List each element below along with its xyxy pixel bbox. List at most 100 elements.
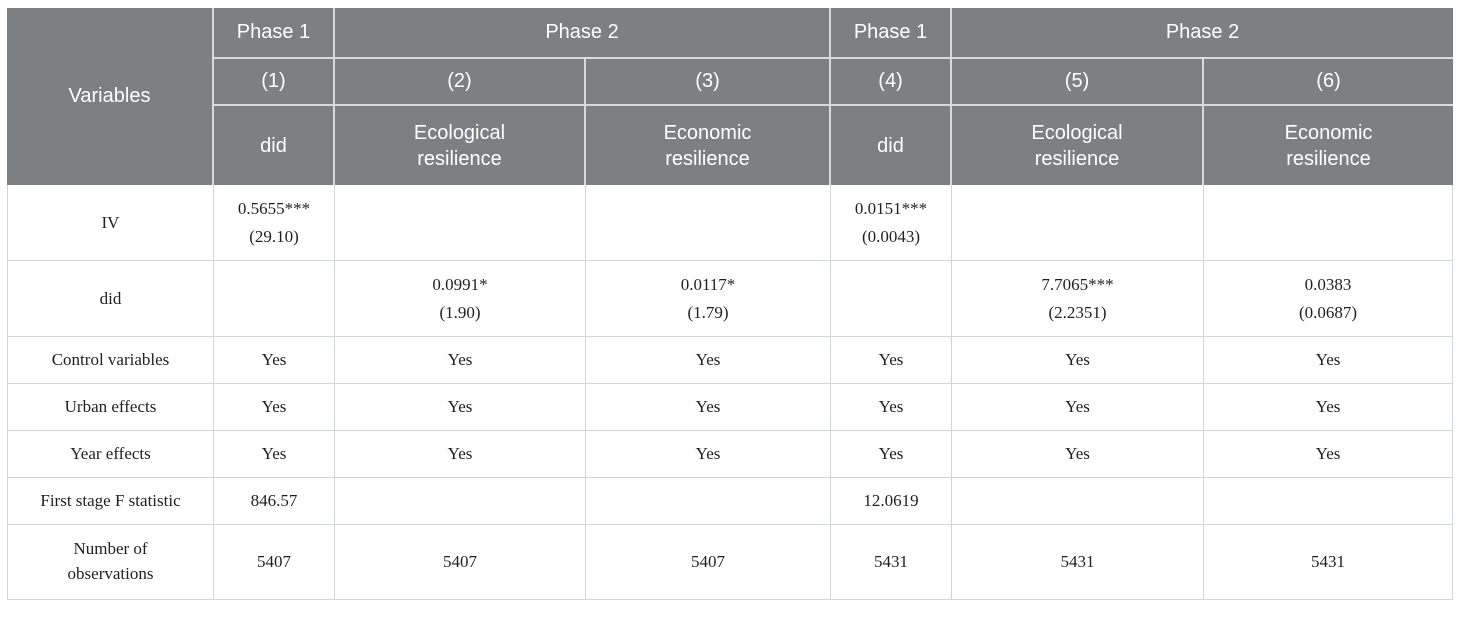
cell-value: 0.0151*** bbox=[854, 198, 928, 218]
cell-value: 0.0383 bbox=[1304, 274, 1352, 294]
table-cell: Yes bbox=[214, 431, 335, 478]
header-model-row: (1) (2) (3) (4) (5) (6) bbox=[7, 59, 1454, 106]
table-cell: Yes bbox=[952, 337, 1205, 384]
row-label: Year effects bbox=[7, 431, 214, 478]
table-cell bbox=[214, 261, 335, 337]
header-cell-depvar-4: did bbox=[831, 106, 953, 185]
cell-value: 12.0619 bbox=[863, 491, 919, 511]
table-cell: 5431 bbox=[1204, 525, 1454, 600]
table-cell: Yes bbox=[586, 384, 832, 431]
cell-value: 846.57 bbox=[250, 491, 298, 511]
table-cell: Yes bbox=[335, 431, 586, 478]
table-cell: Yes bbox=[952, 431, 1205, 478]
header-cell-phase1-right: Phase 1 bbox=[831, 8, 953, 59]
table-row-year-effects: Year effects Yes Yes Yes Yes Yes Yes bbox=[7, 431, 1454, 478]
table-cell: 0.0117* (1.79) bbox=[586, 261, 832, 337]
header-cell-model-6: (6) bbox=[1204, 59, 1454, 106]
table-cell: 12.0619 bbox=[831, 478, 953, 525]
table-cell bbox=[335, 478, 586, 525]
cell-value: Yes bbox=[695, 444, 721, 464]
table-body: IV 0.5655*** (29.10) 0.0151*** (0.0043) di… bbox=[7, 185, 1454, 600]
table-cell: 0.0991* (1.90) bbox=[335, 261, 586, 337]
depvar-label: Ecological resilience bbox=[413, 121, 506, 170]
table-cell: Yes bbox=[1204, 431, 1454, 478]
table-row-did: did 0.0991* (1.90) 0.0117* (1.79) 7.7065**… bbox=[7, 261, 1454, 337]
cell-value: Yes bbox=[447, 350, 473, 370]
header-cell-depvar-1: did bbox=[214, 106, 335, 185]
cell-value: Yes bbox=[261, 397, 287, 417]
depvar-label: Ecological resilience bbox=[1031, 121, 1123, 170]
header-cell-model-1: (1) bbox=[214, 59, 335, 106]
cell-se: (0.0043) bbox=[861, 226, 921, 246]
cell-value: Yes bbox=[1065, 397, 1090, 417]
cell-value: Yes bbox=[878, 397, 904, 417]
table-cell: Yes bbox=[1204, 384, 1454, 431]
table-row-first-stage-f: First stage F statistic 846.57 12.0619 bbox=[7, 478, 1454, 525]
table-row-observations: Number of observations 5407 5407 5407 54… bbox=[7, 525, 1454, 600]
cell-se: (2.2351) bbox=[1048, 302, 1107, 322]
table-cell bbox=[586, 185, 832, 261]
table-cell: Yes bbox=[831, 384, 953, 431]
cell-value: 5431 bbox=[1311, 552, 1346, 572]
table-cell bbox=[952, 478, 1205, 525]
regression-results-table: Variables Phase 1 Phase 2 Phase 1 Phase … bbox=[7, 8, 1454, 600]
cell-value: 5407 bbox=[691, 552, 725, 572]
table-cell: 5431 bbox=[831, 525, 953, 600]
cell-se: (29.10) bbox=[249, 226, 299, 246]
table-cell bbox=[831, 261, 953, 337]
cell-value: Yes bbox=[261, 444, 287, 464]
cell-se: (0.0687) bbox=[1298, 302, 1358, 322]
table-row-control-variables: Control variables Yes Yes Yes Yes Yes Ye… bbox=[7, 337, 1454, 384]
row-label: First stage F statistic bbox=[7, 478, 214, 525]
table-cell: 0.5655*** (29.10) bbox=[214, 185, 335, 261]
table-cell: Yes bbox=[1204, 337, 1454, 384]
cell-value: 5407 bbox=[443, 552, 477, 572]
table-cell: Yes bbox=[952, 384, 1205, 431]
table-cell: Yes bbox=[586, 337, 832, 384]
row-label: Number of observations bbox=[7, 525, 214, 600]
table-cell: Yes bbox=[586, 431, 832, 478]
table-cell: 0.0383 (0.0687) bbox=[1204, 261, 1454, 337]
cell-value: 0.0117* bbox=[680, 274, 736, 294]
cell-value: Yes bbox=[695, 397, 721, 417]
table-cell bbox=[1204, 185, 1454, 261]
table-cell: 5431 bbox=[952, 525, 1205, 600]
cell-value: Yes bbox=[447, 444, 473, 464]
table-cell: Yes bbox=[335, 337, 586, 384]
table-cell: 5407 bbox=[214, 525, 335, 600]
header-cell-model-3: (3) bbox=[586, 59, 832, 106]
header-cell-model-2: (2) bbox=[335, 59, 586, 106]
row-label: IV bbox=[7, 185, 214, 261]
header-cell-model-4: (4) bbox=[831, 59, 953, 106]
table-header: Variables Phase 1 Phase 2 Phase 1 Phase … bbox=[7, 8, 1454, 185]
header-cell-model-5: (5) bbox=[952, 59, 1205, 106]
row-label: did bbox=[7, 261, 214, 337]
header-cell-variables: Variables bbox=[7, 8, 214, 185]
cell-value: 0.5655*** bbox=[237, 198, 311, 218]
table-cell: Yes bbox=[831, 337, 953, 384]
header-cell-depvar-6: Economic resilience bbox=[1204, 106, 1454, 185]
row-label-text: Number of observations bbox=[67, 539, 154, 583]
cell-value: 7.7065*** bbox=[1041, 274, 1114, 294]
table-cell bbox=[335, 185, 586, 261]
cell-se: (1.79) bbox=[687, 302, 729, 322]
header-cell-depvar-5: Ecological resilience bbox=[952, 106, 1205, 185]
row-label: Urban effects bbox=[7, 384, 214, 431]
table-cell: Yes bbox=[214, 384, 335, 431]
cell-value: Yes bbox=[1315, 444, 1341, 464]
cell-value: 5407 bbox=[257, 552, 291, 572]
table-cell: 5407 bbox=[335, 525, 586, 600]
cell-value: Yes bbox=[1315, 350, 1341, 370]
table-cell bbox=[1204, 478, 1454, 525]
cell-value: Yes bbox=[1065, 444, 1090, 464]
row-label: Control variables bbox=[7, 337, 214, 384]
cell-value: 5431 bbox=[1060, 552, 1095, 572]
cell-value: 0.0991* bbox=[432, 274, 488, 294]
depvar-label: did bbox=[260, 134, 287, 157]
table-cell: Yes bbox=[214, 337, 335, 384]
depvar-label: Economic resilience bbox=[663, 121, 752, 170]
header-cell-phase2-right: Phase 2 bbox=[952, 8, 1454, 59]
depvar-label: Economic resilience bbox=[1284, 121, 1373, 170]
header-cell-phase2-left: Phase 2 bbox=[335, 8, 832, 59]
